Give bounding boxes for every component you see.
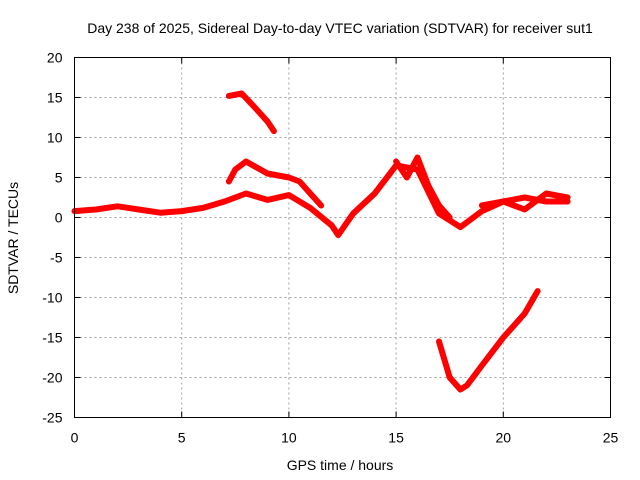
grid [74, 57, 611, 418]
y-tick-label: -25 [42, 410, 62, 426]
x-axis-label: GPS time / hours [287, 457, 394, 473]
y-tick-label: 5 [55, 170, 63, 186]
y-tick-label: 10 [47, 130, 63, 146]
y-axis-label: SDTVAR / TECUs [5, 182, 21, 294]
x-tick-label: 5 [178, 430, 186, 446]
y-tick-label: 15 [47, 90, 63, 106]
y-tick-label: -5 [50, 250, 63, 266]
series-arc-4 [393, 154, 453, 221]
plot-frame [74, 57, 611, 418]
series-layer [71, 90, 571, 393]
x-tick-label: 20 [496, 430, 512, 446]
y-tick-label: -15 [42, 330, 62, 346]
axis-ticks: 0 5 10 15 20 25 -25 -20 -15 -10 -5 0 5 10 15 20 [42, 50, 618, 446]
x-tick-label: 15 [388, 430, 404, 446]
chart-title: Day 238 of 2025, Sidereal Day-to-day VTE… [87, 20, 593, 36]
series-arc-6 [478, 190, 571, 213]
y-tick-label: 20 [47, 50, 63, 66]
series-arc-2 [225, 90, 277, 135]
series-arc-3 [225, 158, 325, 209]
x-tick-label: 10 [281, 430, 297, 446]
y-tick-label: 0 [55, 210, 63, 226]
series-arc-1 [71, 162, 571, 239]
series-arc-5 [436, 288, 541, 393]
x-tick-label: 0 [71, 430, 79, 446]
y-tick-label: -10 [42, 290, 62, 306]
y-tick-label: -20 [42, 370, 62, 386]
x-tick-label: 25 [603, 430, 619, 446]
